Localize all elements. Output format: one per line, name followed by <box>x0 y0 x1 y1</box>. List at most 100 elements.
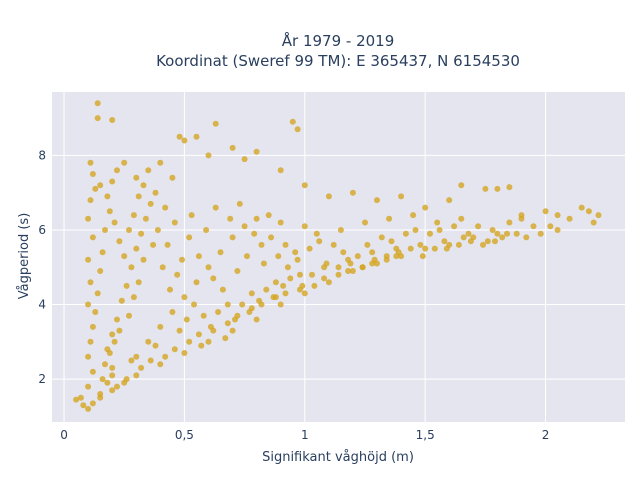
data-point <box>186 338 193 345</box>
data-point <box>97 268 104 274</box>
chart-title: År 1979 - 2019 <box>282 31 395 50</box>
data-point <box>311 282 318 289</box>
data-point <box>499 234 506 241</box>
data-point <box>111 219 118 226</box>
data-point <box>566 215 573 222</box>
data-point <box>106 208 113 215</box>
y-tick-label: 2 <box>38 372 46 386</box>
data-point <box>547 223 554 230</box>
data-point <box>94 290 101 297</box>
data-point <box>248 290 255 297</box>
data-point <box>504 230 510 237</box>
data-point <box>126 227 132 233</box>
data-point <box>109 364 116 371</box>
x-tick-label: 2 <box>542 428 550 442</box>
data-point <box>253 215 260 222</box>
data-point <box>104 379 111 386</box>
data-point <box>388 238 395 245</box>
data-point <box>277 301 284 308</box>
data-point <box>222 335 229 342</box>
data-point <box>337 227 344 233</box>
data-point <box>171 346 178 353</box>
data-point <box>359 264 366 271</box>
data-point <box>210 275 217 282</box>
data-point <box>419 253 426 260</box>
data-point <box>227 215 234 222</box>
data-point <box>147 357 154 364</box>
data-point <box>87 197 94 204</box>
data-point <box>537 230 544 237</box>
data-point <box>152 189 159 196</box>
y-tick-label: 4 <box>38 298 46 312</box>
data-point <box>188 212 195 219</box>
data-point <box>335 271 342 278</box>
data-point <box>458 215 465 222</box>
chart-subtitle: Koordinat (Sweref 99 TM): E 365437, N 61… <box>156 52 520 70</box>
data-point <box>142 215 149 222</box>
data-point <box>200 312 207 319</box>
data-point <box>301 182 308 189</box>
data-point <box>393 253 400 260</box>
data-point <box>422 204 429 211</box>
data-point <box>251 230 258 237</box>
plot-background <box>52 92 625 422</box>
data-point <box>289 118 296 125</box>
data-point <box>284 264 291 271</box>
data-point <box>114 383 120 390</box>
data-point <box>268 234 275 241</box>
data-point <box>465 230 472 237</box>
data-point <box>292 249 299 256</box>
data-point <box>181 350 188 356</box>
data-point <box>282 241 289 248</box>
data-point <box>205 338 212 345</box>
data-point <box>294 256 301 263</box>
data-point <box>77 394 84 401</box>
data-point <box>176 133 183 140</box>
data-point <box>181 294 188 301</box>
data-point <box>325 193 332 200</box>
data-point <box>467 238 474 245</box>
data-point <box>241 223 248 230</box>
x-tick-label: 0,5 <box>175 428 194 442</box>
data-point <box>301 290 308 297</box>
data-point <box>530 223 537 230</box>
data-point <box>219 286 226 293</box>
data-point <box>427 230 433 237</box>
data-point <box>441 238 448 245</box>
data-point <box>114 316 120 323</box>
data-point <box>258 241 265 248</box>
data-point <box>118 297 125 304</box>
data-point <box>85 353 92 360</box>
data-point <box>87 159 94 166</box>
data-point <box>325 279 332 286</box>
data-point <box>354 253 361 260</box>
data-point <box>258 301 265 308</box>
data-point <box>205 152 212 159</box>
data-point <box>186 234 193 241</box>
data-point <box>241 156 248 163</box>
data-point <box>85 215 92 222</box>
data-point <box>542 208 549 215</box>
data-point <box>294 126 301 133</box>
data-point <box>475 223 482 230</box>
data-point <box>236 200 243 207</box>
data-point <box>277 219 284 226</box>
data-point <box>383 256 390 263</box>
data-point <box>434 219 441 226</box>
data-point <box>123 282 130 289</box>
data-point <box>554 212 561 219</box>
data-point <box>309 271 315 278</box>
data-point <box>417 241 424 248</box>
y-tick-label: 6 <box>38 223 46 237</box>
data-point <box>364 241 371 248</box>
data-point <box>193 133 200 140</box>
data-point <box>87 279 94 286</box>
data-point <box>140 182 147 189</box>
data-point <box>212 204 219 211</box>
data-point <box>330 241 337 248</box>
data-point <box>585 208 592 215</box>
data-point <box>73 396 80 403</box>
data-point <box>253 148 260 155</box>
data-point <box>253 316 260 323</box>
